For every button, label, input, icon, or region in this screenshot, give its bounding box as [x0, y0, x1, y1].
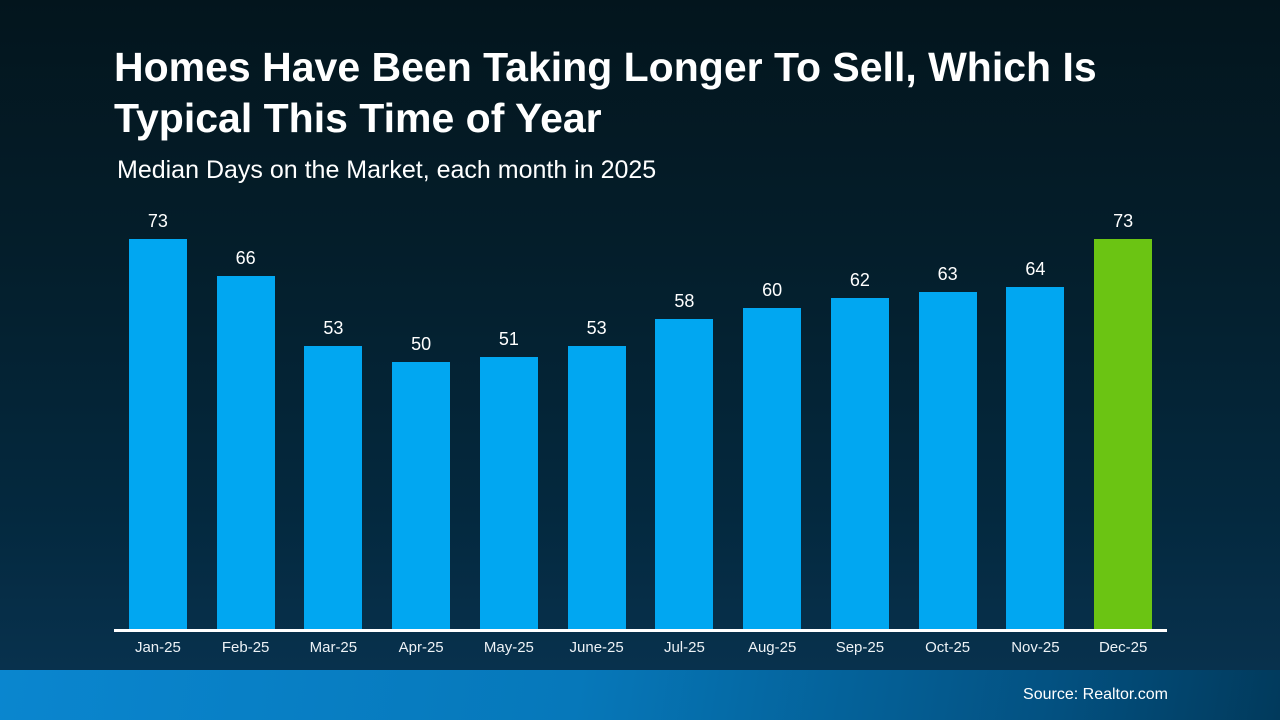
x-axis-label: Sep-25 — [835, 639, 885, 656]
x-axis-label: Aug-25 — [747, 639, 797, 656]
bar-value-label: 73 — [147, 211, 168, 231]
bar-column: 63 — [904, 264, 992, 629]
bar — [567, 346, 626, 629]
bar-column: 66 — [202, 248, 290, 629]
bar-column: 62 — [816, 270, 904, 629]
bar-column: 73 — [1079, 211, 1167, 629]
bar-column: 53 — [290, 318, 378, 629]
bar-column: 73 — [114, 211, 202, 629]
page-title: Homes Have Been Taking Longer To Sell, W… — [114, 44, 1097, 141]
bar — [918, 292, 977, 629]
x-axis-label: Jan-25 — [134, 639, 181, 656]
bar — [1006, 287, 1065, 629]
bar — [743, 308, 802, 629]
bar-value-label: 53 — [323, 318, 344, 338]
bar — [304, 346, 363, 629]
bar — [128, 239, 187, 629]
source-attribution: Source: Realtor.com — [1023, 686, 1168, 703]
bar — [216, 276, 275, 629]
bar-value-label: 51 — [498, 329, 519, 349]
bar-value-label: 73 — [1113, 211, 1134, 231]
bar-column: 58 — [641, 291, 729, 629]
x-axis-label: Mar-25 — [309, 639, 358, 656]
chart-subtitle: Median Days on the Market, each month in… — [117, 156, 657, 184]
x-axis-label: May-25 — [483, 639, 534, 656]
x-axis-line — [114, 629, 1167, 632]
bar-value-label: 63 — [937, 264, 958, 284]
x-axis-label: Nov-25 — [1011, 639, 1060, 656]
bar — [655, 319, 714, 629]
bar — [479, 357, 538, 629]
bar-value-label: 62 — [849, 270, 870, 290]
footer-bar: Source: Realtor.com — [0, 670, 1280, 720]
bar-value-label: 53 — [586, 318, 607, 338]
x-axis-label: Dec-25 — [1098, 639, 1148, 656]
x-axis-labels: Jan-25 Feb-25 Mar-25 Apr-25 May-25 June-25 Jul… — [114, 639, 1167, 656]
bar-value-label: 50 — [411, 334, 432, 354]
bar-value-label: 64 — [1025, 259, 1046, 279]
bar-value-label: 66 — [235, 248, 256, 268]
bar-column: 51 — [465, 329, 553, 629]
bar — [830, 298, 889, 629]
x-axis-label: Apr-25 — [398, 639, 444, 656]
x-axis-label: June-25 — [569, 639, 624, 656]
bar-column: 64 — [992, 259, 1080, 629]
bar — [1094, 239, 1153, 629]
x-axis-label: Jul-25 — [663, 639, 705, 656]
bar-column: 53 — [553, 318, 641, 629]
bar-value-label: 58 — [674, 291, 695, 311]
x-axis-label: Feb-25 — [221, 639, 270, 656]
bar-value-label: 60 — [762, 280, 783, 300]
bar-chart: 73 66 53 50 51 53 58 60 62 63 64 73 — [114, 0, 1167, 629]
x-axis-label: Oct-25 — [925, 639, 971, 656]
bar — [392, 362, 451, 629]
bar-column: 60 — [728, 280, 816, 629]
bar-column: 50 — [377, 334, 465, 629]
